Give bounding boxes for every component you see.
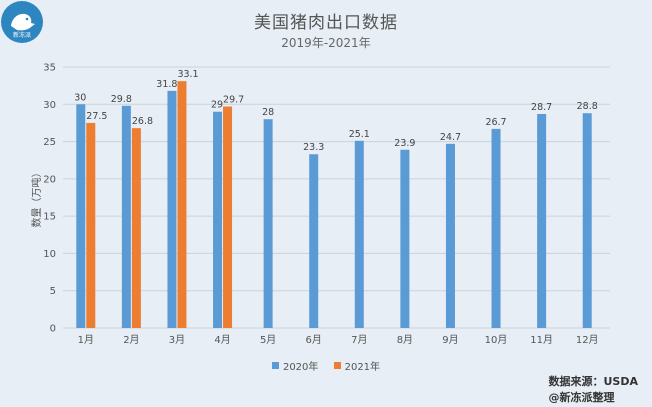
legend-label-2021: 2021年: [344, 362, 381, 373]
bar-2020: [491, 128, 501, 328]
y-tick-label: 25: [43, 137, 56, 148]
data-label: 29: [211, 100, 223, 111]
x-tick-label: 5月: [260, 334, 276, 346]
x-tick-label: 3月: [169, 334, 185, 346]
data-label: 28.7: [531, 102, 552, 113]
y-tick-label: 30: [43, 100, 56, 111]
legend-swatch-2021: [333, 362, 341, 369]
data-label: 29.8: [111, 94, 132, 105]
x-tick-label: 10月: [485, 334, 508, 346]
x-tick-label: 2月: [123, 334, 139, 346]
legend: 2020年 2021年: [0, 358, 652, 373]
data-label: 31.8: [156, 79, 177, 90]
chart-title: 美国猪肉出口数据: [254, 13, 398, 33]
legend-label-2020: 2020年: [282, 362, 319, 373]
source-text: 数据来源：USDA: [548, 375, 639, 388]
legend-item-2020: 2020年: [271, 358, 319, 373]
chart-subtitle: 2019年-2021年: [281, 36, 371, 50]
data-label: 26.7: [485, 117, 506, 128]
y-tick-label: 10: [43, 249, 56, 260]
data-label: 26.8: [132, 116, 153, 127]
bar-2020: [121, 105, 131, 328]
y-tick-label: 5: [50, 286, 56, 297]
bar-2021: [223, 106, 233, 328]
bar-2020: [167, 90, 177, 328]
bar-2020: [400, 149, 410, 328]
data-label: 30: [74, 92, 86, 103]
x-tick-label: 8月: [397, 334, 413, 346]
bar-2020: [445, 143, 455, 328]
x-tick-label: 6月: [306, 334, 322, 346]
bar-2020: [309, 154, 319, 328]
bar-2020: [263, 119, 273, 328]
y-axis-title: 数量（万吨）: [30, 168, 43, 228]
data-label: 29.7: [223, 95, 244, 106]
bar-2020: [537, 113, 547, 328]
data-label: 23.9: [394, 138, 415, 149]
x-tick-label: 12月: [576, 334, 599, 346]
legend-swatch-2020: [271, 362, 279, 369]
data-label: 28.8: [577, 101, 598, 112]
x-tick-label: 7月: [351, 334, 367, 346]
legend-item-2021: 2021年: [333, 358, 381, 373]
x-tick-label: 4月: [214, 334, 230, 346]
data-label: 27.5: [86, 111, 107, 122]
bar-2020: [76, 104, 86, 329]
x-tick-label: 9月: [442, 334, 458, 346]
y-tick-label: 20: [43, 174, 56, 185]
data-label: 28: [262, 107, 274, 118]
x-tick-label: 11月: [530, 334, 553, 346]
bar-2021: [86, 122, 96, 328]
data-label: 25.1: [349, 129, 370, 140]
bar-2021: [131, 128, 141, 328]
data-label: 23.3: [303, 142, 324, 153]
data-label: 24.7: [440, 132, 461, 143]
brand-logo: 新冻派: [1, 1, 43, 43]
bar-2021: [177, 81, 187, 328]
bar-2020: [354, 140, 364, 328]
y-tick-label: 15: [43, 212, 56, 223]
bar-2020: [582, 113, 592, 328]
y-tick-label: 0: [50, 324, 56, 335]
logo-text: 新冻派: [13, 31, 31, 39]
data-label: 33.1: [177, 69, 198, 80]
y-tick-label: 35: [43, 63, 56, 74]
x-tick-label: 1月: [78, 334, 94, 346]
source-note: 数据来源：USDA @新冻派整理: [549, 374, 639, 406]
bar-2020: [213, 111, 223, 328]
credit-text: @新冻派整理: [548, 391, 615, 404]
